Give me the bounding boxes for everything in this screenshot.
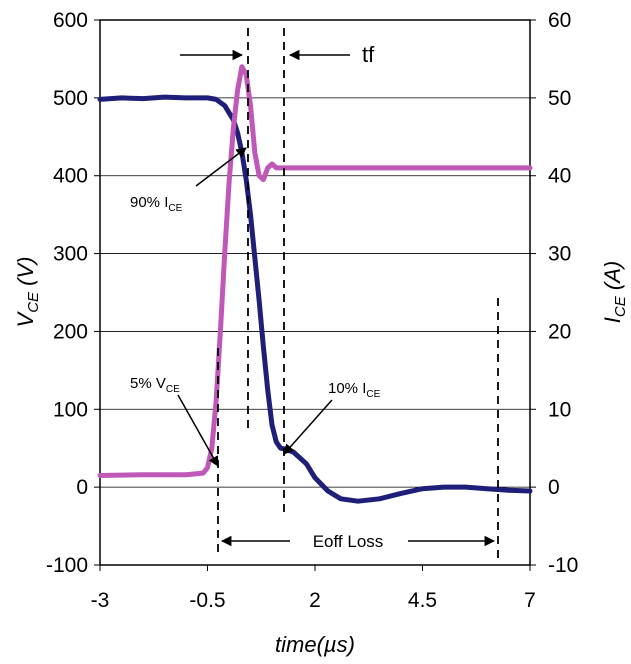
x-tick-labels: -3 -0.5 2 4.5 7: [91, 565, 536, 612]
y-right-tick-label: 30: [548, 243, 571, 266]
y-left-tick-label: 500: [53, 87, 88, 110]
y-left-axis-label: VCE (V): [13, 257, 42, 328]
series-line-ice: [97, 64, 533, 478]
x-tick-label: 7: [524, 589, 536, 612]
tf-label: tf: [362, 42, 375, 67]
y-left-tick-label: 100: [53, 398, 88, 421]
annotation-90pct-ice-main: 90% I: [130, 194, 168, 211]
y-left-tick-label: 300: [53, 243, 88, 266]
y-right-axis-label-sub: CE: [612, 295, 629, 317]
y-left-tick-label: 0: [76, 476, 88, 499]
y-right-axis-label-main: I: [600, 317, 625, 323]
y-right-tick-label: 50: [548, 87, 571, 110]
annotation-10pct-ice-sub: CE: [366, 389, 380, 400]
arrow-5pct-vce: [177, 394, 219, 467]
y-left-axis-label-sub: CE: [25, 291, 42, 313]
y-left-tick-label: 400: [53, 165, 88, 188]
annotation-10pct-ice-main: 10% I: [328, 380, 366, 397]
y-right-tick-label: 0: [548, 476, 560, 499]
series-group: [97, 64, 533, 504]
arrow-90pct-ice: [195, 147, 247, 187]
x-axis-label: time(µs): [275, 632, 355, 657]
x-tick-label: -0.5: [189, 589, 225, 612]
y-left-tick-label: -100: [46, 554, 88, 577]
annotation-10pct-ice: 10% ICE: [328, 380, 381, 400]
y-right-tick-label: 60: [548, 9, 571, 32]
y-right-tick-label: 20: [548, 320, 571, 343]
y-left-axis-label-unit: (V): [13, 257, 38, 292]
annotation-5pct-vce-main: 5% V: [130, 375, 166, 392]
y-left-tick-labels: -100 0 100 200 300 400 500 600: [46, 9, 100, 577]
annotation-90pct-ice: 90% ICE: [130, 194, 183, 214]
y-left-tick-label: 600: [53, 9, 88, 32]
y-right-tick-label: -10: [548, 554, 578, 577]
gridlines: [100, 97, 530, 488]
series-line-vce: [97, 94, 533, 504]
x-tick-label: -3: [91, 589, 110, 612]
y-left-axis-label-main: V: [13, 310, 38, 327]
x-tick-label: 4.5: [408, 589, 437, 612]
annotation-90pct-ice-sub: CE: [168, 203, 182, 214]
y-right-axis-label-unit: (A): [600, 261, 625, 296]
y-right-tick-label: 10: [548, 398, 571, 421]
y-right-axis-label: ICE (A): [600, 261, 629, 323]
annotation-5pct-vce-sub: CE: [166, 384, 180, 395]
annotation-5pct-vce: 5% VCE: [130, 375, 180, 395]
eoff-label: Eoff Loss: [313, 532, 384, 551]
y-right-tick-label: 40: [548, 165, 571, 188]
arrow-10pct-ice: [283, 399, 333, 455]
plot-frame: [99, 19, 531, 566]
y-left-tick-label: 200: [53, 320, 88, 343]
x-tick-label: 2: [309, 589, 321, 612]
y-right-tick-labels: -10 0 10 20 30 40 50 60: [530, 9, 578, 577]
